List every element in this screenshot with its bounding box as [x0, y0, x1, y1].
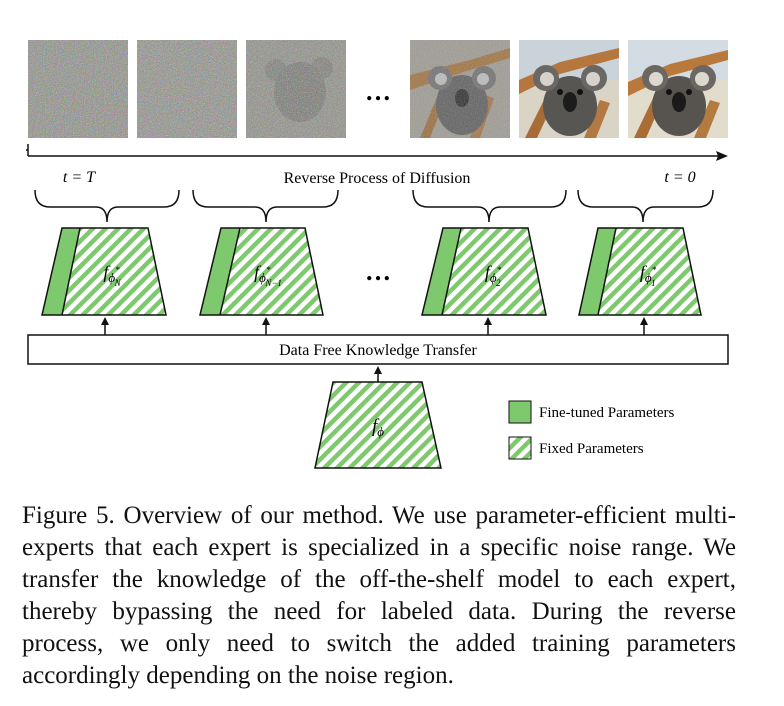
expert-model-1: fϕ* 1	[578, 227, 702, 316]
experts-ellipsis: …	[365, 257, 391, 286]
expert-model-2: fϕ* 2	[421, 227, 547, 316]
timeline-arrow	[26, 144, 728, 161]
brace-expert-n-minus-1	[192, 189, 339, 223]
legend: Fine-tuned Parameters Fixed Parameters	[508, 400, 675, 460]
expert-model-n-minus-1: fϕ* N−1	[199, 227, 324, 316]
brace-expert-n	[34, 189, 180, 223]
svg-text:fϕ*N: fϕ* N	[103, 262, 121, 288]
timeline-start-label: t = T	[63, 169, 96, 186]
base-model-arrow	[374, 366, 382, 382]
method-overview-diagram: … t = T Reverse Process of Diffusion t =…	[26, 40, 729, 469]
figure-caption: Figure 5. Overview of our method. We use…	[22, 502, 736, 689]
diffusion-image-noisy-koala	[246, 40, 346, 138]
expert-label-star: *	[497, 265, 502, 275]
svg-text:fϕ*2: fϕ* 2	[485, 262, 502, 288]
diffusion-image-noise	[137, 40, 237, 138]
expert-label-f: f	[485, 262, 493, 282]
timeline-end-label: t = 0	[664, 169, 695, 186]
expert-label-index: 2	[496, 278, 501, 288]
expert-label-phi: ϕ	[490, 270, 497, 285]
brace-expert-2	[412, 189, 567, 223]
expert-label-index: N	[114, 278, 122, 288]
expert-label-star: *	[115, 265, 120, 275]
base-model: fϕ	[314, 381, 442, 469]
legend-fixed-swatch	[508, 436, 532, 460]
svg-text:fϕ*N−1: fϕ* N−1	[254, 262, 282, 288]
expert-label-phi: ϕ	[108, 270, 115, 285]
images-ellipsis: …	[365, 77, 391, 106]
svg-text:fϕ: fϕ	[372, 416, 384, 439]
expert-label-f: f	[254, 262, 262, 282]
legend-fixed-label: Fixed Parameters	[539, 441, 644, 457]
diffusion-image-pure-noise	[28, 40, 128, 138]
transfer-arrows	[101, 317, 648, 335]
diffusion-image-clean-koala	[628, 40, 728, 138]
expert-label-star: *	[652, 265, 657, 275]
expert-label-star: *	[266, 265, 271, 275]
legend-fine-tuned-swatch	[508, 400, 532, 424]
diffusion-image-less-noisy-koala	[410, 40, 510, 138]
timeline-title: Reverse Process of Diffusion	[284, 170, 471, 187]
expert-label-index: 1	[651, 278, 656, 288]
expert-model-n: fϕ* N	[41, 227, 167, 316]
base-label-phi: ϕ	[377, 424, 384, 439]
expert-label-f: f	[103, 262, 111, 282]
expert-label-phi: ϕ	[259, 270, 266, 285]
expert-label-index: N−1	[264, 278, 282, 288]
legend-fine-tuned-label: Fine-tuned Parameters	[539, 405, 675, 421]
diffusion-image-nearly-clean-koala	[519, 40, 619, 138]
knowledge-transfer-label: Data Free Knowledge Transfer	[279, 342, 477, 359]
knowledge-transfer-box	[27, 334, 729, 365]
base-label-f: f	[372, 416, 380, 437]
expert-label-f: f	[640, 262, 648, 282]
expert-label-phi: ϕ	[645, 270, 652, 285]
svg-text:fϕ*1: fϕ* 1	[640, 262, 657, 288]
brace-expert-1	[577, 189, 714, 223]
